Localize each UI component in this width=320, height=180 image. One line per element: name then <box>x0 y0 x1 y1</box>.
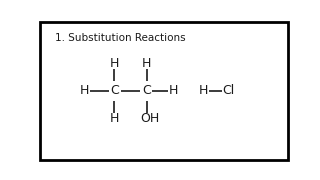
Text: H: H <box>110 112 119 125</box>
Text: 1. Substitution Reactions: 1. Substitution Reactions <box>55 33 186 43</box>
Text: H: H <box>80 84 89 97</box>
Text: H: H <box>169 84 179 97</box>
Text: C: C <box>142 84 151 97</box>
Text: H: H <box>142 57 151 70</box>
Text: OH: OH <box>141 112 160 125</box>
Text: C: C <box>110 84 119 97</box>
Text: Cl: Cl <box>222 84 235 97</box>
Text: H: H <box>110 57 119 70</box>
Text: H: H <box>199 84 208 97</box>
